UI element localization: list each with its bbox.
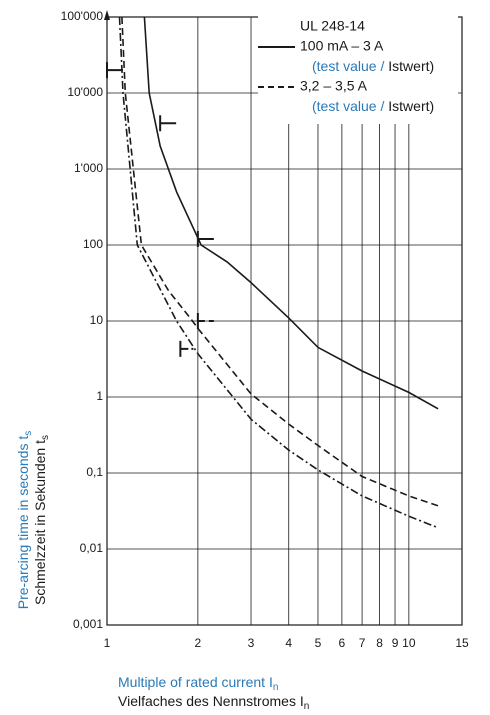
y-tick-label: 10 [90,313,104,327]
x-axis-title: Multiple of rated current In [118,674,278,693]
x-tick-label: 8 [376,636,383,650]
x-tick-label: 3 [248,636,255,650]
y-tick-label: 10'000 [67,85,103,99]
axis-arrow [104,10,110,20]
y-tick-label: 100 [83,237,103,251]
x-tick-label: 10 [402,636,416,650]
y-axis-title-de: Schmelzzeit in Sekunden ts [32,435,51,605]
x-tick-label: 9 [392,636,399,650]
y-tick-label: 1 [96,389,103,403]
x-tick-label: 2 [195,636,202,650]
legend-note: (test value / Istwert) [312,58,434,74]
legend-title: UL 248-14 [300,18,365,34]
legend-note: (test value / Istwert) [312,98,434,114]
x-tick-label: 6 [339,636,346,650]
y-tick-label: 1'000 [74,161,103,175]
legend-label: 3,2 – 3,5 A [300,78,368,94]
curve [143,16,439,410]
legend-label: 100 mA – 3 A [300,38,384,54]
y-tick-label: 0,1 [86,465,103,479]
x-tick-label: 1 [104,636,111,650]
x-tick-label: 4 [285,636,292,650]
x-tick-label: 15 [455,636,469,650]
curve [118,16,439,529]
y-tick-label: 0,01 [80,541,104,555]
y-tick-label: 0,001 [73,617,103,631]
curve [121,16,439,507]
x-tick-label: 5 [315,636,322,650]
legend-box [258,12,458,124]
x-axis-title-de: Vielfaches des Nennstromes In [118,693,309,712]
x-tick-label: 7 [359,636,366,650]
curves [106,16,439,529]
y-axis-title: Pre-arcing time in seconds ts [15,431,34,610]
y-tick-label: 100'000 [61,9,104,23]
